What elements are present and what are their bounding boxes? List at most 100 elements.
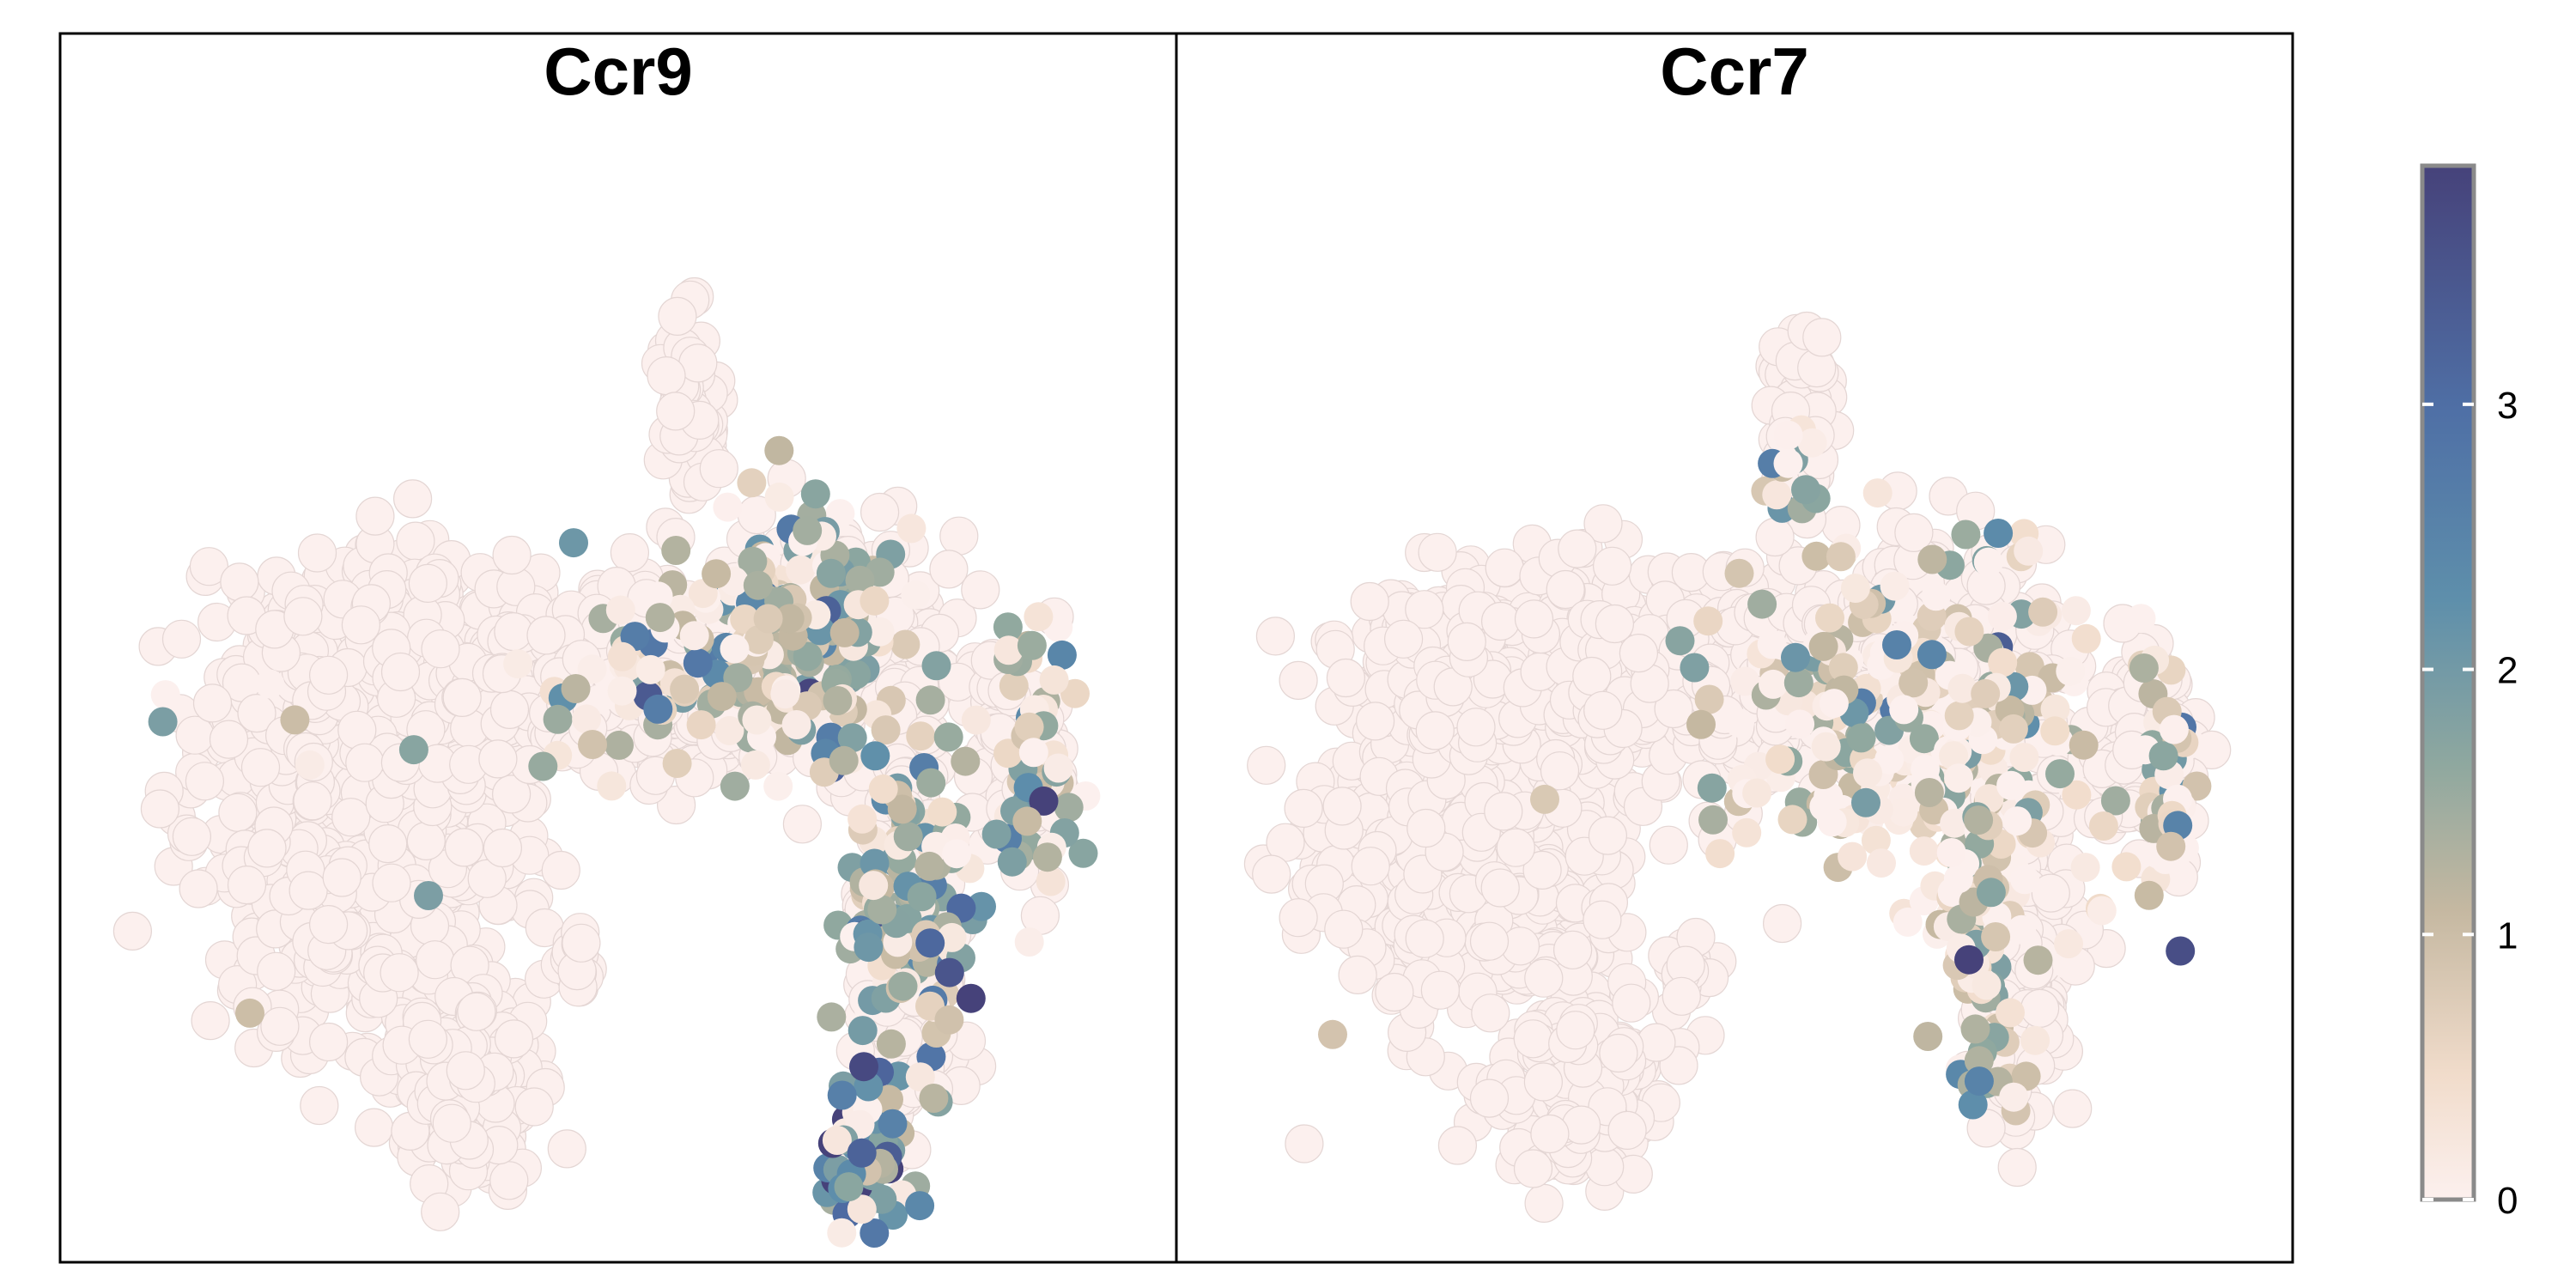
cell-point xyxy=(260,1006,300,1046)
cell-point xyxy=(1279,898,1318,938)
cell-point xyxy=(1338,955,1377,995)
cell-point xyxy=(578,730,607,759)
cell-point xyxy=(280,705,310,735)
cell-point xyxy=(1484,792,1523,831)
cell-point xyxy=(647,356,686,396)
cell-point xyxy=(1619,633,1659,673)
cell-point xyxy=(1285,1124,1324,1163)
cell-point xyxy=(770,679,800,709)
cell-point xyxy=(295,750,325,780)
cell-point xyxy=(915,928,945,958)
cell-point xyxy=(827,1080,857,1110)
cell-point xyxy=(218,793,258,832)
cell-point xyxy=(683,648,713,678)
cell-point xyxy=(888,971,918,1001)
cell-point xyxy=(297,533,337,573)
cell-point xyxy=(1405,919,1444,958)
cell-point xyxy=(1513,1019,1552,1059)
cell-point xyxy=(293,781,332,821)
cell-point xyxy=(1018,738,1048,768)
cell-point xyxy=(670,674,700,704)
cell-point xyxy=(489,690,530,730)
cell-point xyxy=(893,822,923,852)
cell-point xyxy=(372,863,411,902)
cell-point xyxy=(398,735,428,765)
cell-point xyxy=(467,859,507,898)
cell-point xyxy=(172,817,211,856)
cell-point xyxy=(526,616,566,655)
cell-point xyxy=(934,1005,964,1035)
cell-point xyxy=(2053,1089,2093,1128)
cell-point xyxy=(951,746,981,776)
cell-point xyxy=(421,1192,460,1231)
cell-point xyxy=(956,983,986,1013)
cell-point-highlight xyxy=(559,528,588,558)
cell-point xyxy=(905,1191,935,1221)
cell-point xyxy=(442,677,482,718)
cell-point xyxy=(1514,599,1554,639)
cell-point xyxy=(921,651,951,681)
cell-point xyxy=(341,605,380,645)
cell-point xyxy=(679,621,709,651)
cell-point xyxy=(907,882,937,912)
cell-point xyxy=(607,676,637,706)
cell-point xyxy=(444,828,484,867)
cell-point xyxy=(786,555,816,585)
cell-point xyxy=(878,1109,908,1139)
cell-point xyxy=(494,611,533,652)
cell-point xyxy=(942,839,972,869)
cell-point xyxy=(961,705,991,735)
cell-point xyxy=(1480,601,1521,641)
cell-point xyxy=(661,536,691,565)
cell-point xyxy=(406,821,446,861)
cell-point xyxy=(1612,983,1651,1023)
cell-point xyxy=(829,745,859,775)
cell-point xyxy=(446,1051,485,1091)
cell-point xyxy=(494,1019,534,1059)
cell-point xyxy=(827,1218,857,1248)
cell-point xyxy=(1324,909,1364,949)
cell-point xyxy=(247,829,287,868)
cell-point xyxy=(645,603,675,633)
cell-point xyxy=(822,1126,852,1155)
cell-point xyxy=(492,535,532,575)
cell-point xyxy=(742,705,772,735)
cell-point xyxy=(933,722,963,752)
cell-point xyxy=(189,547,228,586)
cell-point xyxy=(503,649,533,679)
cell-point xyxy=(432,1103,471,1143)
cell-point xyxy=(483,828,523,868)
cell-point xyxy=(393,479,433,519)
cell-point xyxy=(1599,1033,1638,1073)
feature-plot-panel-ccr7: Ccr7 xyxy=(1175,32,2294,1264)
cell-point xyxy=(1540,751,1580,791)
cell-point xyxy=(816,558,846,588)
cell-point xyxy=(309,655,349,695)
cell-point xyxy=(1420,970,1461,1010)
cell-point xyxy=(1351,847,1390,886)
cell-point xyxy=(562,923,601,963)
cell-point xyxy=(255,669,285,699)
cell-point xyxy=(929,550,969,589)
cell-point xyxy=(1406,808,1446,848)
cell-point xyxy=(179,869,218,908)
cell-point xyxy=(737,468,767,498)
cell-point xyxy=(1279,660,1318,701)
cell-point xyxy=(658,296,697,336)
cell-point xyxy=(656,392,696,431)
cell-point xyxy=(607,641,637,671)
cell-point xyxy=(915,685,945,715)
cell-point xyxy=(876,1029,906,1059)
cell-point xyxy=(289,871,328,910)
cell-point xyxy=(1469,921,1510,961)
cell-point xyxy=(1583,900,1622,939)
cell-point xyxy=(800,479,830,509)
cell-point xyxy=(543,704,573,734)
cell-point xyxy=(1480,868,1520,908)
cell-point xyxy=(227,865,267,905)
cell-point xyxy=(1014,712,1044,742)
cell-point xyxy=(1415,711,1455,750)
cell-point xyxy=(707,682,737,712)
cell-point xyxy=(408,1019,447,1059)
cell-point xyxy=(1485,548,1524,587)
